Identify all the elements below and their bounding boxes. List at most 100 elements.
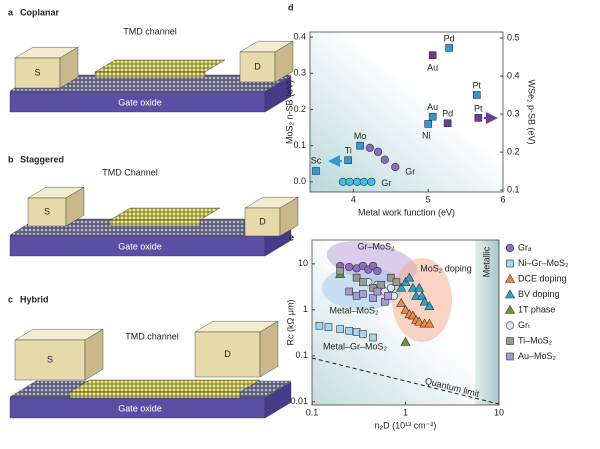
tmd-channel-edge <box>109 219 201 227</box>
y-tick-label: 0.2 <box>293 104 306 114</box>
gate-oxide-side <box>264 382 292 419</box>
point <box>443 119 452 128</box>
tmd-channel <box>69 379 261 393</box>
metallic-band <box>475 240 499 405</box>
x-tick-label: 6 <box>500 194 505 204</box>
plot-frame <box>309 31 504 193</box>
legend-marker <box>506 337 514 345</box>
y-tick-label: 1 <box>303 304 308 314</box>
drain-label: D <box>224 349 231 359</box>
point <box>377 280 386 289</box>
tmd-channel <box>94 59 226 73</box>
y-tick-label: 10 <box>298 258 308 268</box>
drain-electrode-side <box>274 40 294 83</box>
point <box>352 273 361 282</box>
point-label: Pt <box>474 103 483 113</box>
channel-label: TMD channel <box>123 26 177 36</box>
region-label: MoS₂ doping <box>420 263 472 273</box>
x-tick-label: 5 <box>426 194 431 204</box>
point <box>424 301 435 310</box>
point-label: Pt <box>473 80 482 90</box>
y2-tick-label: 0.4 <box>507 70 520 80</box>
legend-label: BV doping <box>518 289 560 299</box>
oxide-label: Gate oxide <box>118 403 162 413</box>
point-label: Sc <box>311 155 322 165</box>
point <box>419 296 430 306</box>
tmd-channel-edge <box>94 71 206 79</box>
point <box>391 162 400 172</box>
x-axis-title: Metal work function (eV) <box>358 207 455 217</box>
point-label: Gr <box>405 166 415 176</box>
point <box>396 297 407 307</box>
point <box>424 318 435 328</box>
point <box>387 273 395 282</box>
y-tick-label: 0.4 <box>293 31 306 41</box>
point <box>315 321 324 330</box>
point <box>373 266 382 276</box>
panel-letter: d <box>288 2 294 12</box>
point <box>345 287 354 296</box>
point <box>359 290 367 298</box>
x-axis-title: n₂D (10¹³ cm⁻²) <box>375 420 437 430</box>
point <box>473 91 481 99</box>
point <box>373 147 383 156</box>
drain-label: D <box>254 61 261 71</box>
point-label: Ti <box>345 146 352 156</box>
point <box>352 292 361 300</box>
charts: d 4 5 6 0.0 0.1 0.2 0.3 0.4 0.1 0.2 0.3 0.4 0.5 Metal … <box>284 2 569 430</box>
x-tick-label: 10 <box>494 407 504 417</box>
point <box>428 51 437 59</box>
x-tick-label: 0.1 <box>306 407 319 417</box>
point <box>345 177 354 186</box>
point <box>312 167 320 175</box>
point-label: Ni <box>422 130 431 140</box>
legend-label: Ni–Gr–MoS₂ <box>518 258 569 268</box>
point <box>365 143 374 152</box>
legend-marker <box>506 259 514 268</box>
tmd-channel-edge <box>69 391 241 399</box>
device-panels: a Coplanar S D Gate oxide TMD channel b Stagger… <box>8 7 299 419</box>
point <box>359 278 367 286</box>
point <box>428 112 437 121</box>
source-label: S <box>34 67 40 77</box>
point <box>384 292 392 300</box>
y2-tick-label: 0.3 <box>507 108 520 118</box>
point <box>336 267 344 275</box>
point <box>424 120 432 128</box>
region-label: Gr–MoS₂ <box>357 241 395 251</box>
point-label: Gr <box>381 178 391 188</box>
point <box>345 262 354 272</box>
point <box>344 156 352 164</box>
y2-tick-label: 0.1 <box>507 184 520 194</box>
y-tick-label: 0.0 <box>293 176 306 186</box>
metallic-label: Metallic <box>481 246 491 277</box>
point <box>414 316 425 326</box>
point <box>414 282 425 292</box>
y-tick-label: 0.3 <box>293 68 306 78</box>
point <box>367 177 376 186</box>
legend-marker <box>505 243 515 253</box>
point <box>359 330 367 338</box>
point-label: Au <box>427 63 438 73</box>
y2-tick-label: 0.2 <box>507 146 520 156</box>
y-tick-label: 0.01 <box>290 396 308 406</box>
y-axis-title: MoS₂ n-SB (eV) <box>284 80 294 144</box>
legend-label: Grₜ <box>518 320 531 330</box>
legend-marker <box>506 352 514 361</box>
point <box>352 328 361 336</box>
point <box>404 272 415 282</box>
source-electrode-side <box>84 328 104 381</box>
legend-marker <box>504 273 516 283</box>
point-label: Au <box>427 102 438 112</box>
point <box>400 336 411 346</box>
tmd-channel <box>109 207 221 221</box>
point-label: Pd <box>442 109 453 119</box>
point <box>474 114 483 122</box>
legend-marker <box>504 304 516 314</box>
point-label: Mo <box>354 131 367 141</box>
point <box>336 325 344 333</box>
source-label: S <box>47 354 53 364</box>
point <box>400 277 411 286</box>
point <box>356 141 364 150</box>
source-electrode-side <box>65 186 85 227</box>
